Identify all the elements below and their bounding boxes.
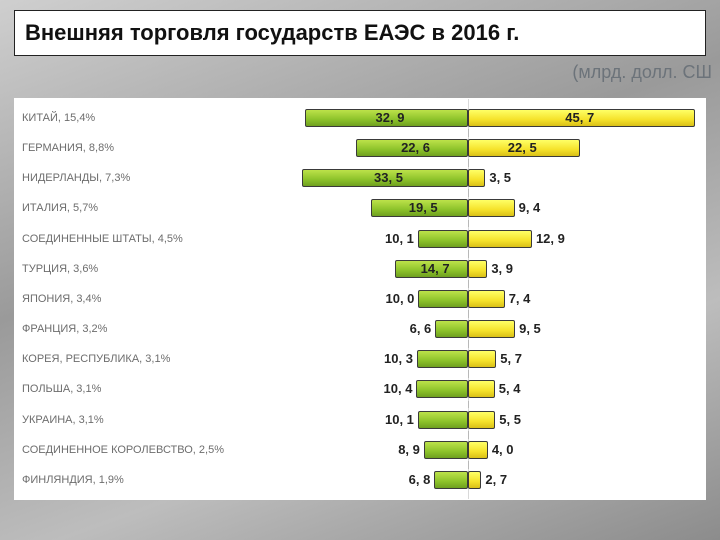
chart-row: УКРАИНА, 3,1% 10, 1 5, 5 xyxy=(14,408,706,432)
bar-right xyxy=(468,350,496,368)
value-left: 33, 5 xyxy=(374,170,403,185)
value-right: 12, 9 xyxy=(536,231,565,246)
chart-row: СОЕДИНЕННОЕ КОРОЛЕВСТВО, 2,5% 8, 9 4, 0 xyxy=(14,438,706,462)
row-label: ФРАНЦИЯ, 3,2% xyxy=(14,323,230,335)
value-left: 10, 1 xyxy=(385,412,414,427)
row-label: ГЕРМАНИЯ, 8,8% xyxy=(14,142,230,154)
chart-row: КИТАЙ, 15,4% 32, 9 45, 7 xyxy=(14,106,706,130)
row-label: ИТАЛИЯ, 5,7% xyxy=(14,202,230,214)
bar-track: 22, 6 22, 5 xyxy=(230,137,706,159)
bar-left xyxy=(435,320,468,338)
bar-track: 10, 1 5, 5 xyxy=(230,409,706,431)
value-left: 6, 6 xyxy=(410,321,432,336)
value-right: 9, 4 xyxy=(519,200,541,215)
row-label: ПОЛЬША, 3,1% xyxy=(14,383,230,395)
bar-track: 33, 5 3, 5 xyxy=(230,167,706,189)
value-right: 2, 7 xyxy=(485,472,507,487)
row-label: КИТАЙ, 15,4% xyxy=(14,112,230,124)
bar-right xyxy=(468,471,481,489)
value-right: 22, 5 xyxy=(508,140,537,155)
chart-row: ТУРЦИЯ, 3,6% 14, 7 3, 9 xyxy=(14,257,706,281)
bar-track: 10, 0 7, 4 xyxy=(230,288,706,310)
bar-left xyxy=(418,230,468,248)
page-root: { "title": "Внешняя торговля государств … xyxy=(0,0,720,540)
bar-right xyxy=(468,320,515,338)
row-label: УКРАИНА, 3,1% xyxy=(14,414,230,426)
title-bar: Внешняя торговля государств ЕАЭС в 2016 … xyxy=(14,10,706,56)
chart-row: ЯПОНИЯ, 3,4% 10, 0 7, 4 xyxy=(14,287,706,311)
bar-track: 32, 9 45, 7 xyxy=(230,107,706,129)
bar-right xyxy=(468,290,505,308)
bar-left xyxy=(434,471,468,489)
chart-row: ГЕРМАНИЯ, 8,8% 22, 6 22, 5 xyxy=(14,136,706,160)
value-left: 10, 3 xyxy=(384,351,413,366)
bar-track: 10, 4 5, 4 xyxy=(230,378,706,400)
value-right: 4, 0 xyxy=(492,442,514,457)
chart-row: ИТАЛИЯ, 5,7% 19, 5 9, 4 xyxy=(14,196,706,220)
bar-left xyxy=(424,441,468,459)
value-left: 10, 4 xyxy=(384,381,413,396)
bar-right xyxy=(468,260,487,278)
value-left: 32, 9 xyxy=(376,110,405,125)
bar-left xyxy=(418,290,468,308)
chart-area: КИТАЙ, 15,4%32, 945, 7ГЕРМАНИЯ, 8,8%22, … xyxy=(14,98,706,500)
unit-label: (млрд. долл. СШ xyxy=(572,62,712,83)
row-label: СОЕДИНЕННЫЕ ШТАТЫ, 4,5% xyxy=(14,233,230,245)
value-right: 3, 5 xyxy=(489,170,511,185)
value-right: 45, 7 xyxy=(565,110,594,125)
row-label: НИДЕРЛАНДЫ, 7,3% xyxy=(14,172,230,184)
chart-rows: КИТАЙ, 15,4%32, 945, 7ГЕРМАНИЯ, 8,8%22, … xyxy=(14,106,706,492)
bar-track: 6, 6 9, 5 xyxy=(230,318,706,340)
value-right: 5, 5 xyxy=(499,412,521,427)
value-right: 7, 4 xyxy=(509,291,531,306)
page-title: Внешняя торговля государств ЕАЭС в 2016 … xyxy=(25,20,519,46)
chart-row: ФИНЛЯНДИЯ, 1,9% 6, 8 2, 7 xyxy=(14,468,706,492)
value-left: 14, 7 xyxy=(421,261,450,276)
bar-left xyxy=(418,411,468,429)
bar-right xyxy=(468,441,488,459)
row-label: СОЕДИНЕННОЕ КОРОЛЕВСТВО, 2,5% xyxy=(14,444,230,456)
row-label: ФИНЛЯНДИЯ, 1,9% xyxy=(14,474,230,486)
bar-right xyxy=(468,411,495,429)
bar-right xyxy=(468,199,515,217)
bar-track: 8, 9 4, 0 xyxy=(230,439,706,461)
chart-row: ПОЛЬША, 3,1% 10, 4 5, 4 xyxy=(14,377,706,401)
value-right: 3, 9 xyxy=(491,261,513,276)
chart-row: КОРЕЯ, РЕСПУБЛИКА, 3,1% 10, 3 5, 7 xyxy=(14,347,706,371)
row-label: КОРЕЯ, РЕСПУБЛИКА, 3,1% xyxy=(14,353,230,365)
value-right: 9, 5 xyxy=(519,321,541,336)
value-left: 19, 5 xyxy=(409,200,438,215)
chart-row: НИДЕРЛАНДЫ, 7,3% 33, 5 3, 5 xyxy=(14,166,706,190)
value-left: 10, 0 xyxy=(386,291,415,306)
row-label: ТУРЦИЯ, 3,6% xyxy=(14,263,230,275)
row-label: ЯПОНИЯ, 3,4% xyxy=(14,293,230,305)
chart-row: ФРАНЦИЯ, 3,2% 6, 6 9, 5 xyxy=(14,317,706,341)
chart-row: СОЕДИНЕННЫЕ ШТАТЫ, 4,5% 10, 1 12, 9 xyxy=(14,227,706,251)
bar-track: 6, 8 2, 7 xyxy=(230,469,706,491)
value-left: 8, 9 xyxy=(398,442,420,457)
value-left: 22, 6 xyxy=(401,140,430,155)
value-right: 5, 7 xyxy=(500,351,522,366)
bar-track: 19, 5 9, 4 xyxy=(230,197,706,219)
value-left: 10, 1 xyxy=(385,231,414,246)
bar-track: 14, 7 3, 9 xyxy=(230,258,706,280)
bar-right xyxy=(468,230,532,248)
value-right: 5, 4 xyxy=(499,381,521,396)
bar-right xyxy=(468,169,485,187)
bar-left xyxy=(416,380,468,398)
bar-right xyxy=(468,380,495,398)
bar-track: 10, 3 5, 7 xyxy=(230,348,706,370)
value-left: 6, 8 xyxy=(409,472,431,487)
bar-track: 10, 1 12, 9 xyxy=(230,228,706,250)
bar-left xyxy=(417,350,468,368)
